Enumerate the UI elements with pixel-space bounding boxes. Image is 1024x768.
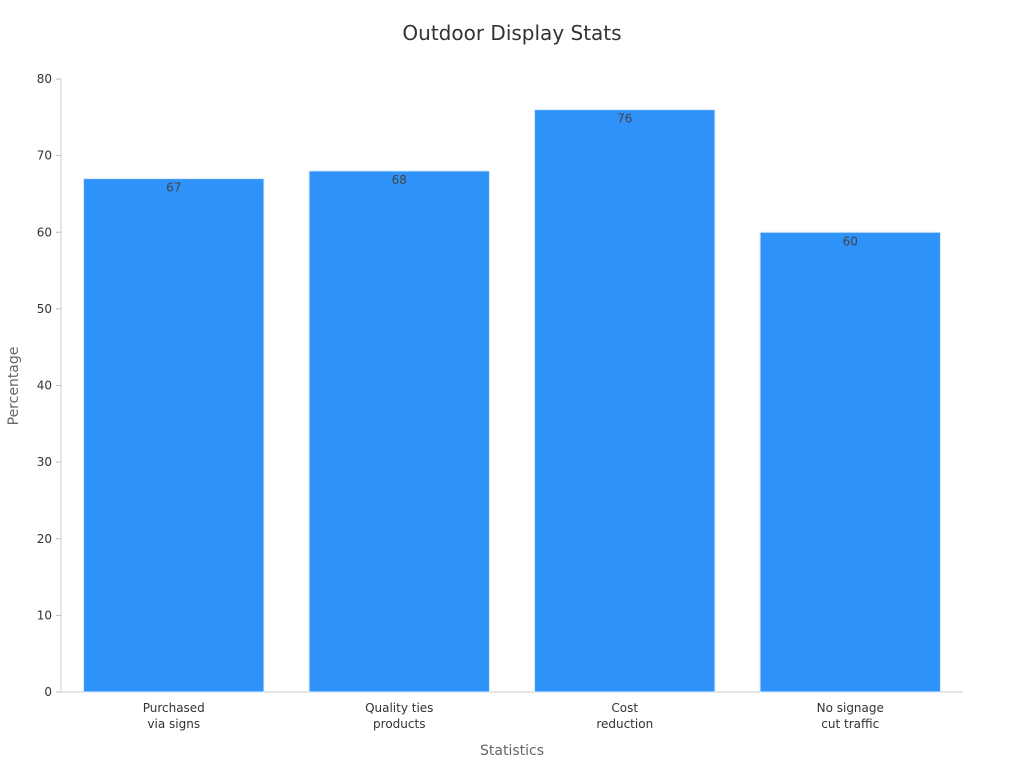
y-tick-label: 0 <box>44 685 52 699</box>
x-tick-label-line: cut traffic <box>821 717 879 731</box>
x-tick-label-line: reduction <box>596 717 653 731</box>
y-tick-label: 80 <box>37 72 52 86</box>
x-tick-label: Cost reduction <box>596 701 653 731</box>
x-tick-label-line: No signage <box>817 701 884 715</box>
y-tick-label: 60 <box>37 225 52 239</box>
x-tick-label-line: products <box>373 717 425 731</box>
x-tick-label-line: Cost <box>611 701 638 715</box>
x-tick-label-line: Quality ties <box>365 701 433 715</box>
y-tick-label: 50 <box>37 302 52 316</box>
bar <box>759 231 941 693</box>
x-tick-label: Quality ties products <box>365 701 433 731</box>
y-tick-label: 70 <box>37 149 52 163</box>
bar-value-label: 60 <box>843 234 858 248</box>
x-axis-title: Statistics <box>480 743 544 759</box>
bar-value-label: 76 <box>617 112 632 126</box>
y-axis-title: Percentage <box>6 347 22 426</box>
bar-value-label: 68 <box>392 173 407 187</box>
y-tick-label: 40 <box>37 379 52 393</box>
bar <box>308 170 490 693</box>
plot-area: 0 10 20 30 40 50 60 70 80 67 Purchased via signs 68 Q… <box>37 72 963 731</box>
y-tick-label: 20 <box>37 532 52 546</box>
bar <box>83 178 265 693</box>
bar-value-label: 67 <box>166 181 181 195</box>
chart-title: Outdoor Display Stats <box>402 21 621 45</box>
x-tick-label-line: via signs <box>147 717 200 731</box>
x-tick-label: No signage cut traffic <box>817 701 884 731</box>
bar <box>534 109 716 693</box>
x-tick-label-line: Purchased <box>143 701 205 715</box>
y-tick-label: 10 <box>37 608 52 622</box>
x-tick-label: Purchased via signs <box>143 701 205 731</box>
y-tick-label: 30 <box>37 455 52 469</box>
